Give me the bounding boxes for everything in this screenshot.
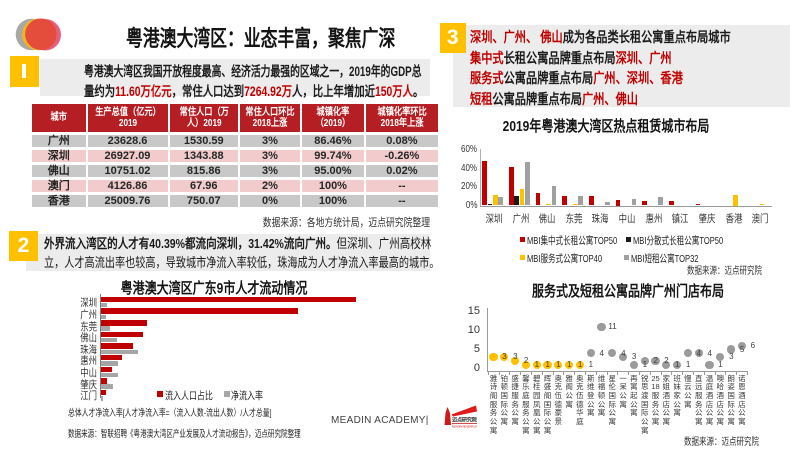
svg-text:MEADIN RESEARCH: MEADIN RESEARCH — [452, 425, 477, 429]
svg-text:迈点研究院: 迈点研究院 — [452, 416, 478, 424]
